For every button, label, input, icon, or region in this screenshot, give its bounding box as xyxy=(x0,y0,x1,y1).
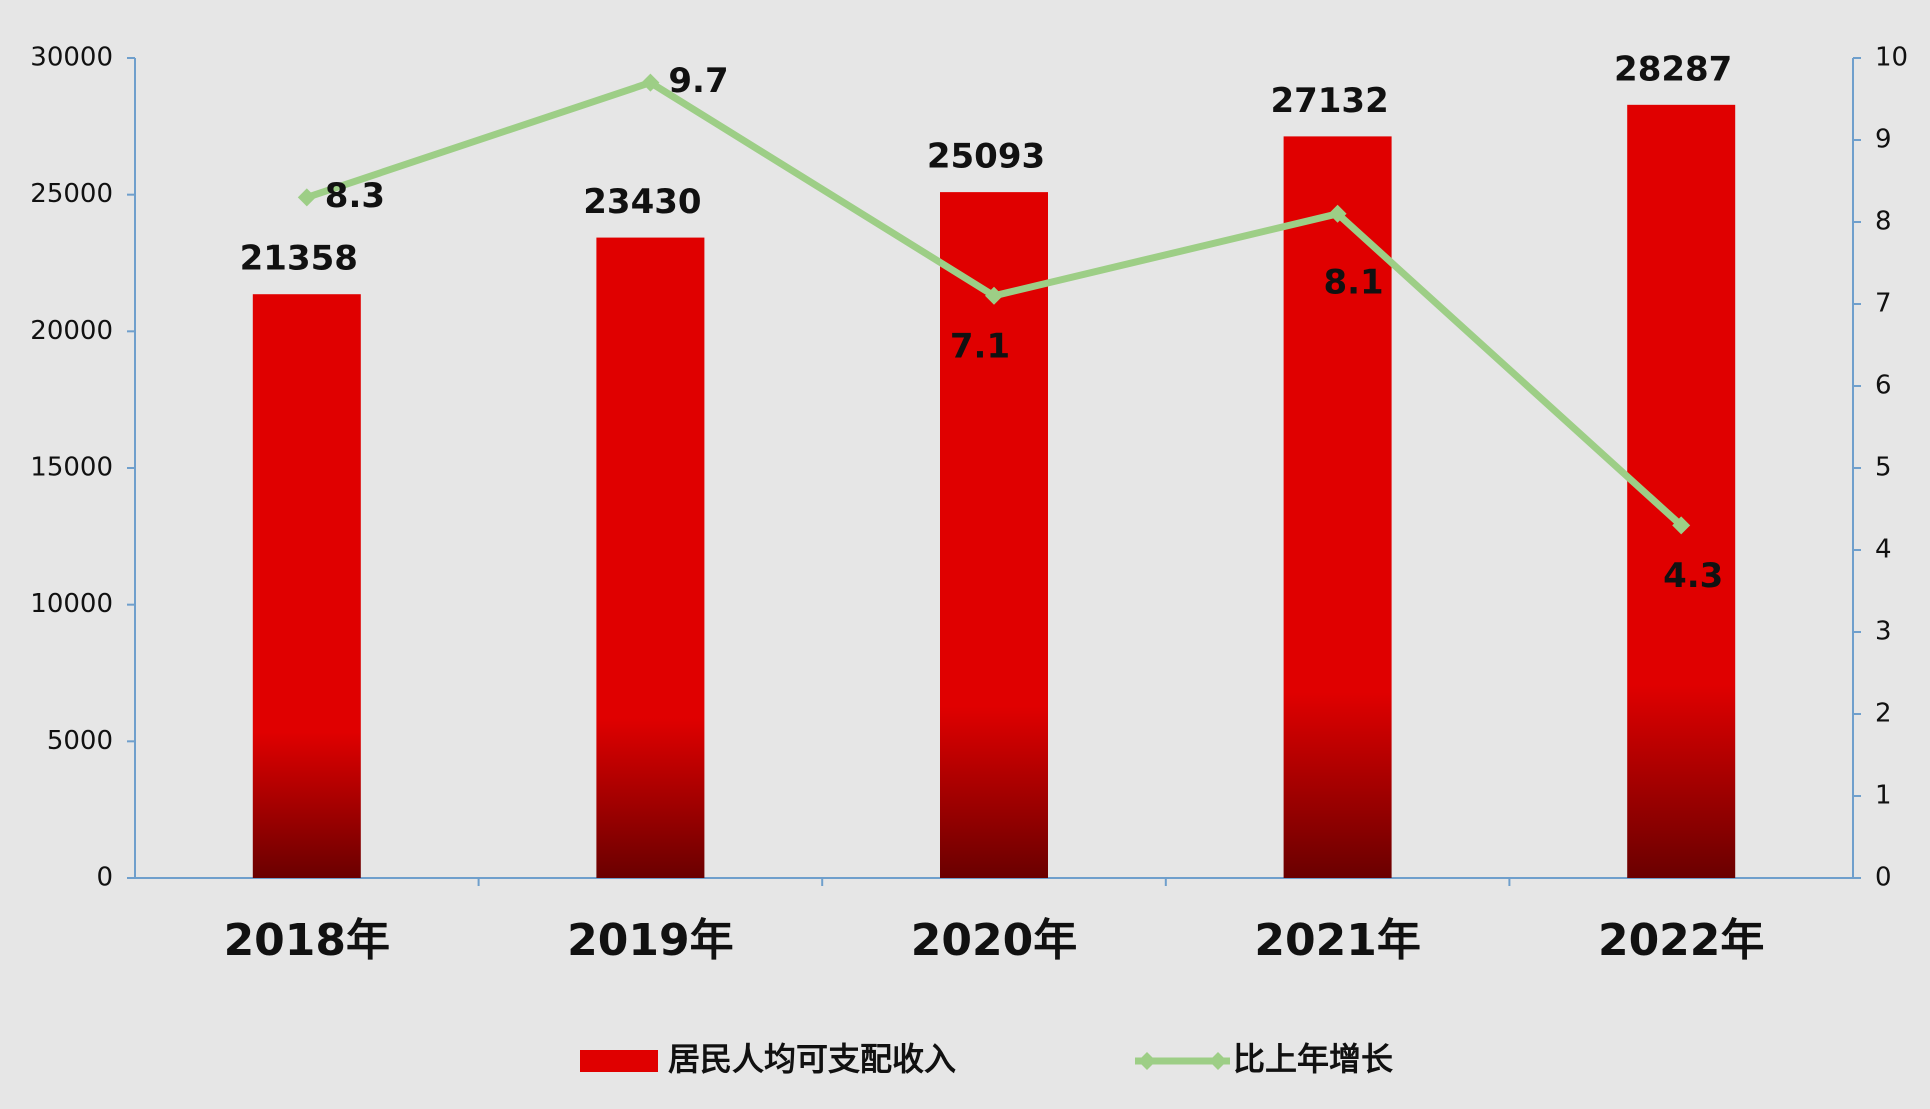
x-tick-label: 2020年 xyxy=(911,915,1077,966)
y2-tick-label: 2 xyxy=(1875,699,1892,729)
y2-tick-label: 5 xyxy=(1875,453,1892,483)
x-tick-label: 2018年 xyxy=(224,915,390,966)
legend-swatch xyxy=(580,1050,658,1072)
line-value-label: 7.1 xyxy=(950,326,1010,366)
line-value-label: 8.1 xyxy=(1323,262,1383,302)
line-value-label: 8.3 xyxy=(325,176,385,216)
y-tick-label: 20000 xyxy=(30,316,113,346)
line-value-label: 9.7 xyxy=(668,61,728,101)
y-tick-label: 15000 xyxy=(30,453,113,483)
legend-label: 比上年增长 xyxy=(1233,1040,1393,1078)
y2-tick-label: 4 xyxy=(1875,535,1892,565)
y2-tick-label: 3 xyxy=(1875,617,1892,647)
x-tick-label: 2019年 xyxy=(567,915,733,966)
line-marker xyxy=(297,188,316,207)
bar-value-label: 28287 xyxy=(1614,49,1732,89)
x-tick-label: 2022年 xyxy=(1598,915,1764,966)
y2-tick-label: 1 xyxy=(1875,781,1892,811)
bar-value-label: 23430 xyxy=(583,182,701,222)
y-tick-label: 5000 xyxy=(47,726,113,756)
y2-tick-label: 9 xyxy=(1875,125,1892,155)
y-tick-label: 0 xyxy=(96,863,113,893)
line-value-label: 4.3 xyxy=(1663,556,1723,596)
y-tick-label: 30000 xyxy=(30,43,113,73)
legend-label: 居民人均可支配收入 xyxy=(668,1040,956,1078)
bar-value-label: 25093 xyxy=(927,137,1045,177)
line-marker xyxy=(641,73,660,92)
x-tick-label: 2021年 xyxy=(1254,915,1420,966)
y2-tick-label: 7 xyxy=(1875,289,1892,319)
y2-tick-label: 8 xyxy=(1875,207,1892,237)
y2-tick-label: 10 xyxy=(1875,43,1908,73)
bar xyxy=(596,237,705,878)
legend-marker xyxy=(1209,1052,1227,1070)
y-tick-label: 10000 xyxy=(30,589,113,619)
line-marker xyxy=(1328,204,1347,223)
y-tick-label: 25000 xyxy=(30,179,113,209)
bar-value-label: 21358 xyxy=(240,239,358,279)
bar-value-label: 27132 xyxy=(1270,81,1388,121)
legend-marker xyxy=(1138,1052,1156,1070)
bar xyxy=(940,192,1048,879)
bar xyxy=(1283,136,1392,879)
line-marker xyxy=(985,286,1003,305)
bar xyxy=(252,294,361,878)
y2-tick-label: 0 xyxy=(1875,863,1892,893)
y2-tick-label: 6 xyxy=(1875,371,1892,401)
line-marker xyxy=(1672,516,1691,535)
